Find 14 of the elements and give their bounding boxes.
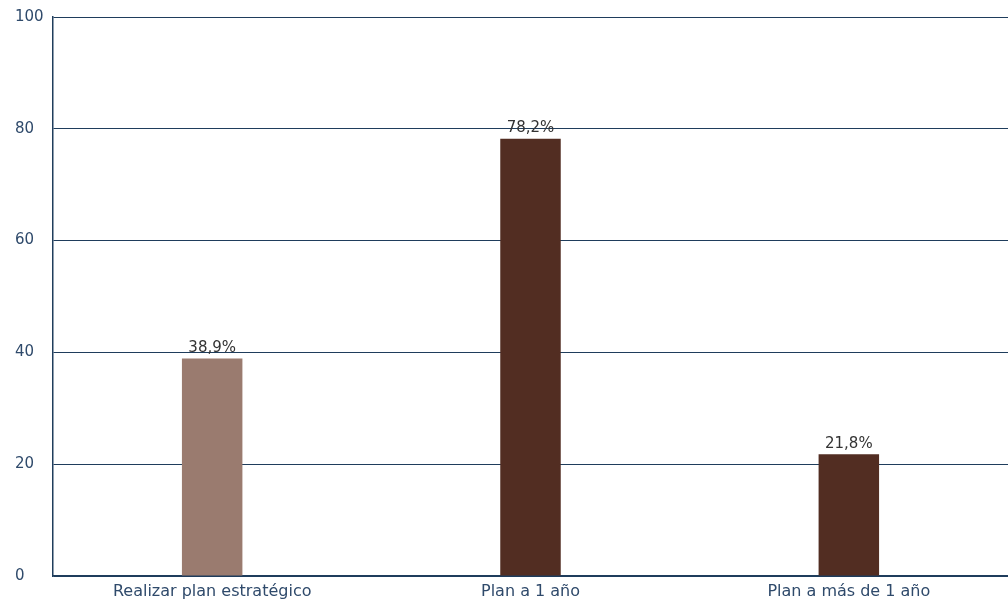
y-tick-label: 20 [15,454,35,473]
y-tick-label: 100 [15,6,44,25]
bar [181,358,243,576]
x-tick-label: Plan a más de 1 año [767,580,931,600]
y-tick-label: 0 [15,565,25,584]
bar [818,454,880,576]
data-label: 38,9% [188,337,236,356]
bar [500,138,561,576]
x-tick-label: Plan a 1 año [480,580,581,600]
y-tick-label: 40 [15,342,35,361]
data-label: 21,8% [825,433,873,452]
y-tick-label: 80 [15,118,35,137]
y-tick-label: 60 [15,230,35,249]
x-tick-label: Realizar plan estratégico [112,580,312,600]
